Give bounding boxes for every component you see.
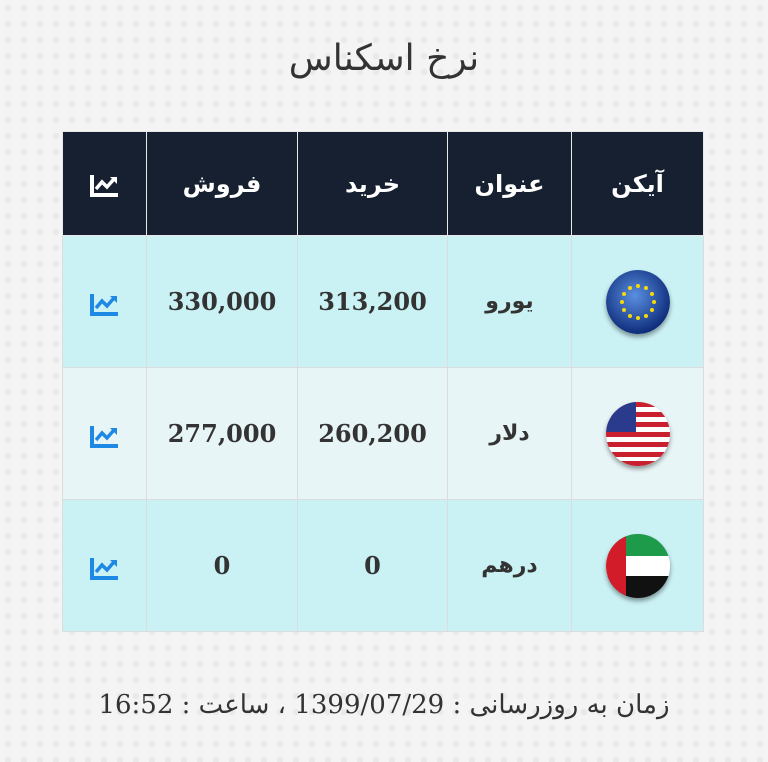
sell-price: 0 <box>146 499 298 632</box>
header-name: عنوان <box>447 131 572 236</box>
page-title: نرخ اسکناس <box>288 38 480 79</box>
uae-flag-icon <box>605 533 670 598</box>
table-row: یورو 313,200 330,000 <box>62 235 704 368</box>
table-row: دلار 260,200 277,000 <box>62 367 704 500</box>
header-chart <box>62 131 147 236</box>
buy-price: 260,200 <box>297 367 448 500</box>
update-time: زمان به روزرسانی : 1399/07/29 ، ساعت : 1… <box>98 690 670 720</box>
table-row: درهم 0 0 <box>62 499 704 632</box>
header-sell: فروش <box>146 131 298 236</box>
currency-name: دلار <box>447 367 572 500</box>
table-header: آیکن عنوان خرید فروش <box>62 131 704 236</box>
chart-icon <box>89 174 118 197</box>
buy-price: 0 <box>297 499 448 632</box>
currency-name: یورو <box>447 235 572 368</box>
header-buy: خرید <box>297 131 448 236</box>
chart-icon[interactable] <box>89 556 120 580</box>
sell-price: 277,000 <box>146 367 298 500</box>
currency-name: درهم <box>447 499 572 632</box>
sell-price: 330,000 <box>146 235 298 368</box>
us-flag-icon <box>605 401 670 466</box>
rates-table: آیکن عنوان خرید فروش یورو 313,200 330,00… <box>62 131 704 632</box>
buy-price: 313,200 <box>297 235 448 368</box>
header-icon: آیکن <box>571 131 704 236</box>
chart-icon[interactable] <box>89 424 120 448</box>
chart-icon[interactable] <box>89 292 120 316</box>
eu-flag-icon <box>605 269 670 334</box>
